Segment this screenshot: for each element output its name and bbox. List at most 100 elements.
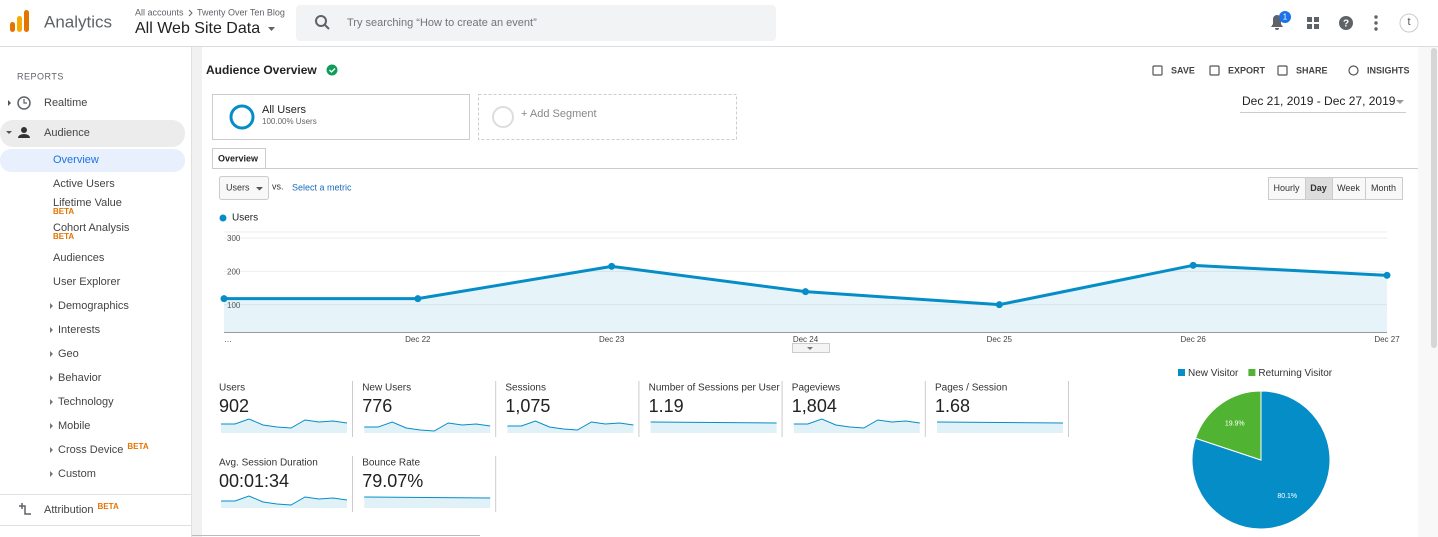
beta-badge: BETA — [98, 502, 119, 511]
interval-button[interactable] — [1365, 177, 1403, 200]
point[interactable] — [802, 288, 809, 296]
action-icon — [1209, 65, 1220, 76]
point[interactable] — [414, 295, 422, 303]
apps-icon[interactable] — [1307, 17, 1319, 29]
scrollbar[interactable] — [1431, 48, 1437, 348]
pie-label: 19.9% — [1225, 420, 1245, 427]
add-segment[interactable]: + Add Segment — [521, 108, 597, 120]
expand-arrow — [50, 303, 53, 309]
search-box[interactable] — [296, 5, 776, 41]
expand-arrow — [50, 375, 53, 381]
metric-label: New Users — [362, 383, 411, 394]
x-tick-label: Dec 27 — [1374, 335, 1400, 344]
interval-label[interactable]: Hourly — [1273, 183, 1300, 193]
date-caret[interactable] — [1396, 100, 1404, 104]
sparkline — [364, 421, 491, 432]
segment-name[interactable]: All Users — [262, 104, 307, 116]
segment-card[interactable] — [212, 94, 470, 140]
segment-ring — [229, 104, 255, 130]
apps-cell — [1307, 24, 1312, 29]
action-button[interactable]: EXPORT — [1228, 65, 1266, 75]
beta-badge: BETA — [53, 232, 74, 241]
sidebar-item[interactable]: Custom — [58, 468, 96, 480]
sidebar-item[interactable]: Geo — [58, 348, 79, 360]
dot — [1374, 15, 1378, 19]
breadcrumb[interactable]: Twenty Over Ten Blog — [197, 7, 285, 17]
metric-value: 1.19 — [649, 396, 684, 416]
expand-arrow — [50, 471, 53, 477]
metric-select[interactable] — [219, 176, 269, 200]
sidebar-item[interactable]: Realtime — [44, 97, 87, 109]
metric-value: 902 — [219, 396, 249, 416]
metric-value: 79.07% — [362, 471, 423, 491]
sidebar-section: REPORTS — [17, 71, 64, 81]
interval-label[interactable]: Week — [1337, 183, 1360, 193]
sidebar-item[interactable]: Interests — [58, 324, 101, 336]
sidebar-item[interactable]: Technology — [58, 396, 114, 408]
point[interactable] — [1383, 271, 1391, 279]
interval-label[interactable]: Day — [1310, 183, 1327, 193]
vs-label: vs. — [272, 181, 284, 191]
action-icon — [1152, 65, 1163, 76]
pie-slice[interactable] — [1194, 390, 1262, 461]
sparkline-area — [937, 422, 1063, 433]
x-tick-label: Dec 24 — [793, 335, 819, 344]
point[interactable] — [995, 301, 1003, 309]
point[interactable] — [1189, 261, 1197, 269]
sidebar-item[interactable]: Audience — [44, 127, 90, 139]
attribution-icon — [19, 503, 31, 515]
sidebar-item[interactable]: Demographics — [58, 300, 129, 312]
help-glyph: ? — [1343, 19, 1349, 30]
notification-count: 1 — [1283, 13, 1288, 22]
compare-link[interactable]: Select a metric — [292, 182, 352, 192]
sidebar-item[interactable]: Lifetime Value — [53, 197, 122, 209]
sidebar-item[interactable]: Cross Device — [58, 444, 123, 456]
action-button[interactable]: INSIGHTS — [1367, 65, 1410, 75]
action-button[interactable]: SAVE — [1171, 65, 1195, 75]
point[interactable] — [608, 262, 616, 270]
logo-bar — [24, 10, 29, 32]
dot — [1374, 21, 1378, 25]
sidebar-group-bg — [0, 120, 185, 147]
dot — [1374, 27, 1378, 31]
logo-bar — [10, 22, 15, 32]
metric-label: Sessions — [505, 383, 546, 394]
more-icon[interactable] — [1374, 15, 1378, 31]
tab-label[interactable]: Overview — [218, 153, 259, 163]
x-tick-label: Dec 22 — [405, 335, 431, 344]
sidebar-item[interactable]: Mobile — [58, 420, 90, 432]
select-caret — [256, 187, 263, 191]
sidebar-item[interactable]: User Explorer — [53, 276, 121, 288]
view-selector[interactable]: All Web Site Data — [135, 20, 260, 37]
add-segment-card[interactable] — [478, 94, 737, 140]
metric-select-label[interactable]: Users — [226, 182, 250, 192]
legend-label: New Visitor — [1188, 368, 1239, 379]
sidebar-item[interactable]: Behavior — [58, 372, 102, 384]
x-tick-label: … — [224, 335, 232, 344]
point[interactable] — [220, 295, 228, 303]
apps-cell — [1307, 17, 1312, 22]
sidebar-item[interactable]: Attribution — [44, 504, 94, 516]
sparkline — [221, 495, 348, 506]
tab[interactable] — [212, 148, 266, 169]
sidebar-item[interactable]: Cohort Analysis — [53, 222, 130, 234]
legend-swatch — [1248, 369, 1256, 376]
y-tick-label: 200 — [227, 267, 241, 276]
sidebar-item[interactable]: Audiences — [53, 252, 105, 264]
avatar[interactable] — [1399, 13, 1419, 33]
help-icon[interactable] — [1339, 16, 1353, 30]
logo[interactable] — [10, 10, 29, 32]
gutter — [192, 46, 202, 537]
sparkline — [650, 421, 777, 424]
date-range[interactable]: Dec 21, 2019 - Dec 27, 2019 — [1242, 94, 1396, 108]
action-button[interactable]: SHARE — [1296, 65, 1328, 75]
expand-arrow — [50, 447, 53, 453]
breadcrumb-separator — [188, 9, 193, 17]
interval-label[interactable]: Month — [1371, 183, 1396, 193]
breadcrumb[interactable]: All accounts — [135, 7, 184, 17]
sidebar-item[interactable]: Overview — [53, 154, 99, 166]
legend-marker — [219, 214, 227, 222]
search-placeholder[interactable]: Try searching “How to create an event” — [347, 17, 537, 29]
sidebar-item[interactable]: Active Users — [53, 178, 115, 190]
